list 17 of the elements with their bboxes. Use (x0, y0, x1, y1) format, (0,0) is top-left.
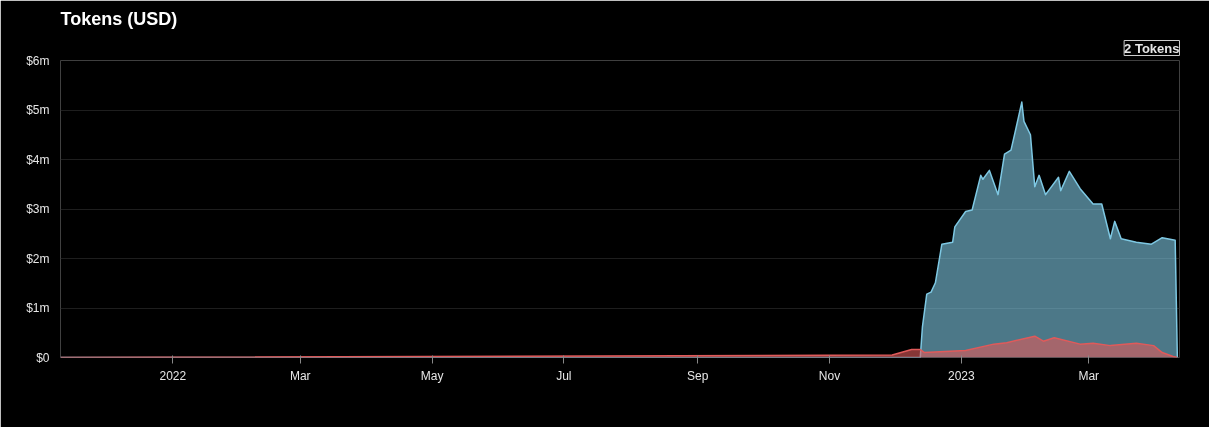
y-tick-label: $6m (26, 53, 50, 68)
x-tick-label: Jul (556, 368, 572, 383)
x-tick-label: 2022 (159, 368, 187, 383)
chart-title: Tokens (USD) (60, 8, 178, 29)
y-tick-label: $0 (36, 350, 50, 365)
x-tick-label: May (420, 368, 444, 383)
x-tick-label: 2023 (947, 368, 975, 383)
y-tick-label: $1m (26, 301, 50, 315)
x-tick-label: Mar (1078, 368, 1100, 383)
y-tick-label: $2m (26, 251, 50, 266)
x-tick-label: Mar (289, 368, 311, 383)
x-tick-label: Nov (818, 368, 841, 383)
text: 2 Tokens (1124, 40, 1180, 56)
y-tick-label: $5m (26, 103, 50, 117)
y-tick-label: $3m (26, 202, 50, 216)
y-tick-label: $4m (26, 152, 50, 167)
x-tick-label: Sep (687, 368, 709, 383)
